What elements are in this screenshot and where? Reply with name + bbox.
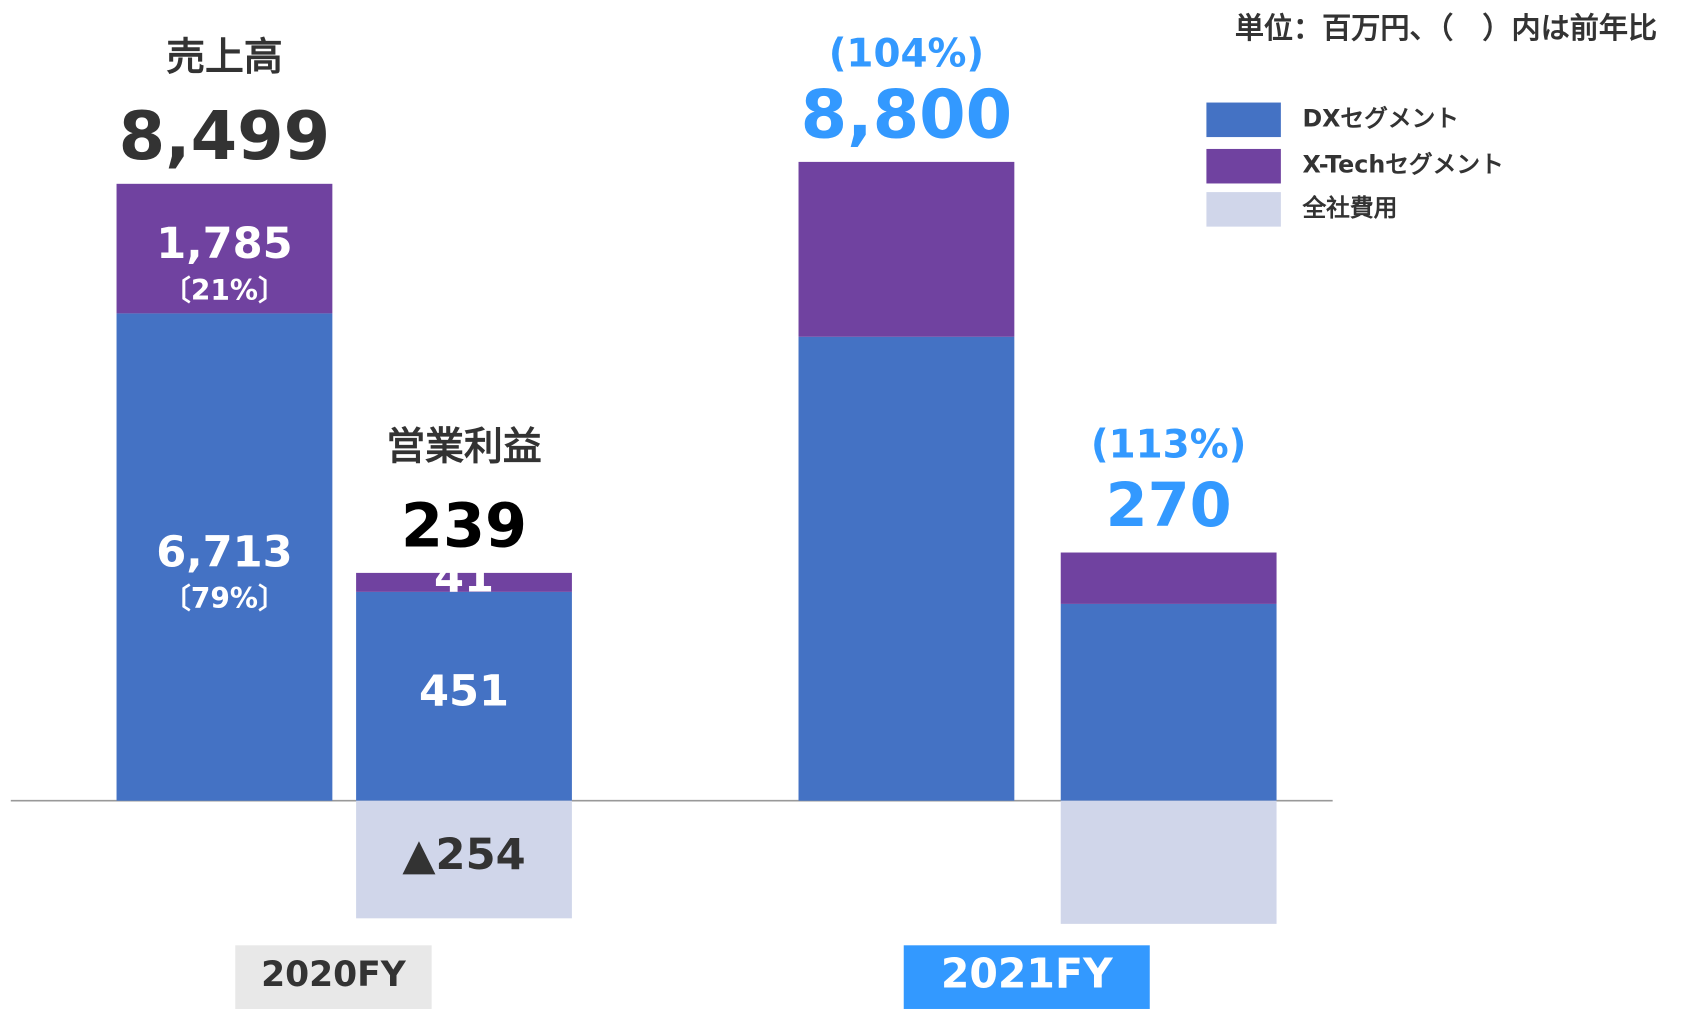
bar-segment <box>1060 552 1277 604</box>
legend-label: 全社費用 <box>1301 194 1397 222</box>
bar-segment <box>356 591 572 801</box>
segment-label: 41 <box>434 553 494 603</box>
segment-label: 6,713 <box>156 527 293 577</box>
segment-label: ▲254 <box>402 830 525 880</box>
bar-segment <box>116 313 333 801</box>
bar-segment <box>356 572 572 592</box>
x-tick-label: 2020FY <box>261 955 407 995</box>
growth-label: (104%) <box>829 32 984 77</box>
bar-segment <box>356 800 572 919</box>
measure-title: 売上高 <box>166 35 283 80</box>
segment-label: 1,785 <box>156 219 293 269</box>
total-label: 270 <box>1106 471 1232 541</box>
growth-label: (113%) <box>1091 422 1246 467</box>
x-tick-label: 2021FY <box>941 950 1114 998</box>
total-label: 8,499 <box>119 97 331 175</box>
total-label: 239 <box>401 491 527 561</box>
bar-segment <box>798 161 1015 337</box>
category-box <box>235 945 432 1009</box>
legend-swatch <box>1206 102 1281 138</box>
legend-label: DXセグメント <box>1302 104 1459 132</box>
measure-title: 営業利益 <box>386 424 541 469</box>
category-box <box>903 945 1150 1009</box>
bar-segment <box>116 183 333 314</box>
legend-swatch <box>1206 192 1281 227</box>
segment-label: 451 <box>419 667 509 717</box>
legend-swatch <box>1206 148 1281 184</box>
unit-note: 単位：百万円、（ ）内は前年比 <box>1235 11 1657 45</box>
share-label: 〔79%〕 <box>163 582 286 615</box>
bar-segment <box>1060 603 1277 801</box>
bar-segment <box>1060 800 1277 924</box>
share-label: 〔21%〕 <box>163 274 286 307</box>
total-label: 8,800 <box>801 75 1013 153</box>
bar-segment <box>798 336 1015 801</box>
legend-label: X-Techセグメント <box>1302 151 1503 179</box>
